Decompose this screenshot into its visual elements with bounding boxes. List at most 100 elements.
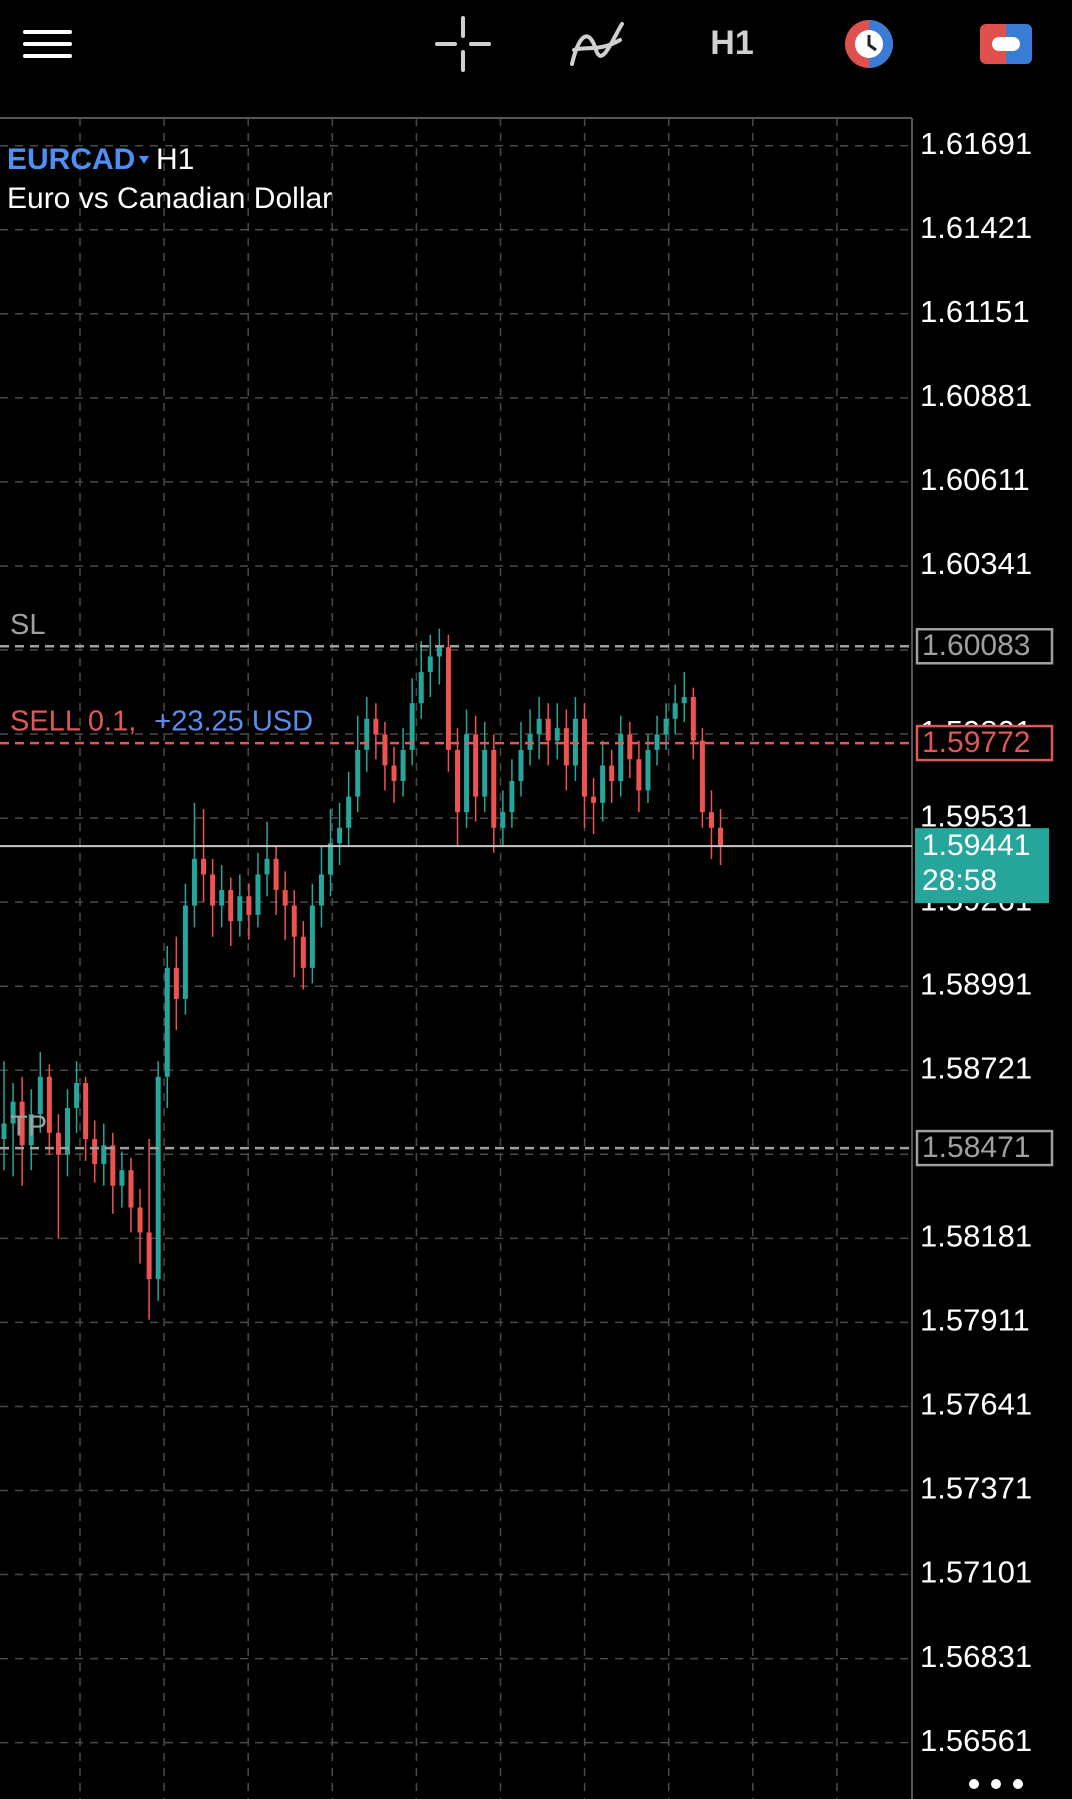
candle-body (173, 967, 179, 999)
chart-timeframe: H1 (156, 143, 194, 176)
y-tick-label: 1.57101 (920, 1555, 1032, 1590)
level-price-box (915, 724, 1054, 762)
candle-body (690, 697, 696, 741)
candle-body (491, 749, 497, 828)
candle-body (618, 734, 624, 782)
candle-body (37, 1076, 43, 1115)
candle-body (92, 1139, 98, 1164)
y-tick-label: 1.57641 (920, 1387, 1032, 1422)
y-tick-label: 1.61151 (920, 294, 1030, 329)
level-label: SELL 0.1, (10, 706, 136, 738)
candle-body (155, 1076, 161, 1280)
candle-body (509, 781, 515, 813)
plot: 1.61691 1.61421 1.61151 1.60881 1.60611 1.603… (0, 117, 1054, 1799)
candle-body (255, 874, 261, 915)
bid-box (915, 828, 1049, 904)
candle-body (219, 890, 225, 906)
chart-header: EURCAD H1 Euro vs Canadian Dollar (7, 143, 332, 215)
candle-body (681, 697, 687, 704)
y-tick-label: 1.57371 (920, 1471, 1032, 1506)
candle-body (74, 1083, 80, 1108)
history-button[interactable] (845, 20, 893, 68)
candle-body (119, 1170, 125, 1186)
candle-body (500, 812, 506, 828)
y-tick-label: 1.56831 (920, 1639, 1032, 1674)
candle-body (10, 1101, 16, 1124)
candle-body (228, 890, 234, 922)
candle-body (164, 967, 170, 1077)
candle-body (600, 765, 606, 803)
candle-body (318, 874, 324, 906)
symbol[interactable]: EURCAD (7, 143, 135, 176)
candle-body (137, 1207, 143, 1233)
level-label: SL (10, 609, 45, 641)
candle-body (273, 858, 279, 891)
level-price-box (915, 1129, 1054, 1167)
y-tick-label: 1.58991 (920, 966, 1032, 1001)
candle-body (28, 1114, 34, 1146)
candle-body (473, 734, 479, 797)
candle-body (455, 749, 460, 813)
candle-body (400, 749, 406, 782)
candle-body (382, 734, 388, 766)
candle-body (418, 672, 424, 704)
candle-body (300, 936, 306, 968)
candle-body (591, 796, 597, 803)
candle-body (83, 1083, 89, 1140)
menu-button[interactable] (23, 30, 72, 58)
candle-body (672, 703, 678, 719)
level-price-box (915, 628, 1054, 665)
candle-body (337, 827, 343, 844)
candle-body (19, 1101, 25, 1146)
candle-body (554, 728, 560, 741)
bar-countdown: 28:58 (922, 864, 997, 897)
trade-button[interactable] (980, 24, 1032, 64)
candle-body (708, 812, 714, 828)
candle-body (182, 905, 188, 999)
y-tick-label: 1.61691 (920, 126, 1032, 161)
candle-body (609, 765, 615, 782)
candle-body (391, 765, 397, 782)
candle-body (1, 1123, 7, 1140)
indicators-button[interactable] (570, 22, 624, 66)
level-profit: +23.25 USD (154, 706, 313, 738)
y-tick-label: 1.58181 (920, 1219, 1032, 1254)
candle-body (464, 734, 470, 813)
candle-body (373, 718, 379, 735)
candle-body (699, 740, 705, 813)
y-tick-label: 1.61421 (920, 210, 1032, 245)
candle-body (482, 749, 488, 797)
candle-body (563, 728, 569, 766)
candle-body (264, 858, 270, 875)
candle-body (663, 718, 669, 735)
crosshair-button[interactable] (435, 16, 491, 72)
y-tick-label: 1.57911 (920, 1303, 1030, 1338)
candle-body (309, 905, 315, 968)
candle-body (645, 749, 651, 791)
candle-body (636, 759, 642, 791)
timeframe-button[interactable]: H1 (710, 24, 753, 62)
y-tick-label: 1.59531 (920, 798, 1032, 833)
symbol-description: Euro vs Canadian Dollar (7, 182, 332, 215)
more-button[interactable] (969, 1779, 1023, 1789)
candle-body (445, 647, 451, 750)
candle-body (654, 734, 660, 750)
candle-body (581, 718, 587, 797)
y-tick-label: 1.60881 (920, 378, 1032, 413)
candle-body (201, 858, 207, 875)
candle-body (237, 896, 243, 922)
candle-body (101, 1145, 107, 1164)
candle-body (518, 749, 524, 782)
candle-body (627, 734, 633, 760)
candle-body (64, 1107, 70, 1155)
candle-body (191, 858, 197, 906)
candle-body (246, 896, 252, 915)
candle-body (146, 1232, 152, 1280)
candle-body (355, 749, 361, 797)
symbol-dropdown[interactable] (139, 156, 149, 164)
y-tick-label: 1.60611 (920, 462, 1030, 497)
candle-body (282, 890, 288, 906)
candle-body (128, 1170, 134, 1208)
